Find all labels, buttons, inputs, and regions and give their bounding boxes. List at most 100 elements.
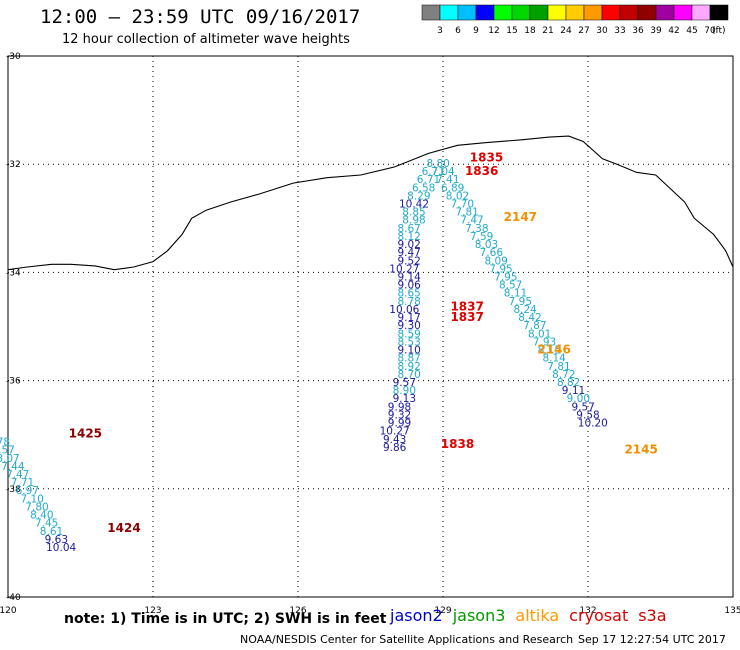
colorbar-unit-label: (ft) xyxy=(712,26,726,36)
colorbar-tick-label: 33 xyxy=(614,26,625,36)
wave-height-value: 7.87 xyxy=(523,320,546,332)
longitude-tick-label: 135 xyxy=(724,606,740,616)
wave-height-value: 7.95 xyxy=(494,272,517,284)
wave-height-value: 8.24 xyxy=(513,304,537,316)
longitude-tick-label: 123 xyxy=(144,606,161,616)
wave-height-value: 6.57 xyxy=(0,445,15,457)
wave-height-value: 7.38 xyxy=(465,223,488,235)
wave-height-value: 7.93 xyxy=(533,336,556,348)
wave-height-value: 7.45 xyxy=(35,518,58,530)
wave-height-value: 10.06 xyxy=(389,304,419,316)
credit-line: NOAA/NESDIS Center for Satellite Applica… xyxy=(240,633,574,646)
satellite-legend-entry: jason3 xyxy=(452,606,506,625)
wave-height-value: 10.42 xyxy=(399,198,429,210)
latitude-tick-label: -32 xyxy=(6,160,21,170)
wave-height-value: 9.00 xyxy=(567,393,590,405)
wave-height-value: 8.14 xyxy=(542,353,566,365)
wave-height-value: 8.02 xyxy=(446,190,469,202)
colorbar-tick-label: 70 xyxy=(704,26,716,36)
wave-height-value: 9.11 xyxy=(562,385,585,397)
wave-height-value: 8.09 xyxy=(484,255,507,267)
colorbar-tick-label: 24 xyxy=(560,26,572,36)
wave-height-value: 9.63 xyxy=(45,534,68,546)
wave-height-value: 8.65 xyxy=(397,288,420,300)
wave-height-value: 9.30 xyxy=(397,320,420,332)
wave-height-value: 8.12 xyxy=(397,231,420,243)
wave-height-value: 6.71 xyxy=(422,166,445,178)
wave-height-value: 7.71 xyxy=(11,477,34,489)
wave-height-value: 7.95 xyxy=(489,263,512,275)
latitude-tick-label: -38 xyxy=(6,485,21,495)
wave-height-value: 8.59 xyxy=(397,328,420,340)
pass-time-label: 1424 xyxy=(107,521,140,535)
wave-height-value: 7.41 xyxy=(436,174,459,186)
wave-height-value: 10.04 xyxy=(46,542,76,554)
wave-height-value: 7.26 xyxy=(0,426,1,438)
wave-height-value: 8.82 xyxy=(557,377,580,389)
footnote: note: 1) Time is in UTC; 2) SWH is in fe… xyxy=(64,611,387,627)
wave-height-value: 8.70 xyxy=(397,369,420,381)
colorbar-tick-label: 9 xyxy=(473,26,479,36)
wave-height-value: 9.14 xyxy=(397,272,421,284)
wave-height-value: 9.47 xyxy=(397,247,420,259)
colorbar-tick-label: 18 xyxy=(524,26,536,36)
latitude-tick-label: -30 xyxy=(6,52,21,62)
coastline xyxy=(7,135,734,271)
colorbar-tick-label: 6 xyxy=(455,26,461,36)
wave-height-value: 8.98 xyxy=(402,215,425,227)
wave-height-value: 8.40 xyxy=(30,510,53,522)
wave-height-value: 9.58 xyxy=(576,409,599,421)
wave-height-value: 8.61 xyxy=(40,526,63,538)
latitude-tick-label: -34 xyxy=(6,268,21,278)
map-subtitle: 12 hour collection of altimeter wave hei… xyxy=(62,32,350,47)
wave-height-value: 7.44 xyxy=(1,461,25,473)
pass-time-label: 1837 xyxy=(450,299,483,313)
colorbar-tick-label: 39 xyxy=(650,26,662,36)
colorbar-tick-label: 12 xyxy=(488,26,499,36)
satellite-legend-entry: s3a xyxy=(638,606,667,625)
latitude-tick-label: -36 xyxy=(6,377,21,387)
wave-height-value: 7.04 xyxy=(431,166,455,178)
wave-height-value: 9.32 xyxy=(388,409,411,421)
wave-height-value: 10.27 xyxy=(389,263,419,275)
colorbar-tick-label: 3 xyxy=(437,26,443,36)
wave-height-value: 8.11 xyxy=(504,288,527,300)
wave-height-value: 7.70 xyxy=(451,198,474,210)
wave-height-value: 7.81 xyxy=(547,361,570,373)
colorbar-tick-label: 27 xyxy=(578,26,589,36)
wave-height-value: 7.59 xyxy=(470,231,493,243)
wave-height-value: 8.78 xyxy=(397,296,420,308)
wave-height-colorbar: 3 6 9 12 15 18 21 24 27 30 33 36 39 42 45 70(ft) xyxy=(421,4,729,36)
wave-height-value: 8.07 xyxy=(0,453,20,465)
wave-height-value: 9.43 xyxy=(383,434,406,446)
satellite-legend: jason2 jason3 altika cryosat s3a xyxy=(390,606,677,625)
wave-height-value: 9.02 xyxy=(397,239,420,251)
wave-height-value: 8.42 xyxy=(518,312,541,324)
wave-height-value: 6.71 xyxy=(417,174,440,186)
wave-height-value: 8.87 xyxy=(397,353,420,365)
colorbar-tick-label: 36 xyxy=(632,26,644,36)
wave-height-value: 6.58 xyxy=(412,182,435,194)
colorbar-tick-label: 21 xyxy=(542,26,553,36)
wave-height-value: 7.95 xyxy=(509,296,532,308)
satellite-legend-entry: cryosat xyxy=(569,606,629,625)
pass-time-label: 1837 xyxy=(450,310,483,324)
wave-height-value: 8.03 xyxy=(475,239,498,251)
wave-height-value: 7.81 xyxy=(455,207,478,219)
pass-time-label: 2146 xyxy=(537,343,570,357)
pass-time-label: 2145 xyxy=(624,443,657,457)
wave-height-value: 10.20 xyxy=(578,418,608,430)
map-title: 12:00 – 23:59 UTC 09/16/2017 xyxy=(40,6,361,28)
wave-height-value: 7.47 xyxy=(460,215,483,227)
wave-height-value: 8.92 xyxy=(397,361,420,373)
wave-height-value: 8.01 xyxy=(528,328,551,340)
pass-time-label: 1835 xyxy=(470,150,503,164)
wave-height-value: 8.72 xyxy=(552,369,575,381)
wave-height-value: 9.52 xyxy=(397,255,420,267)
wave-height-value: 8.80 xyxy=(426,158,449,170)
generated-timestamp: Sep 17 12:27:54 UTC 2017 xyxy=(578,633,726,646)
wave-height-value: 8.67 xyxy=(397,223,420,235)
satellite-legend-entry: altika xyxy=(515,606,560,625)
colorbar-tick-label: 15 xyxy=(506,26,517,36)
